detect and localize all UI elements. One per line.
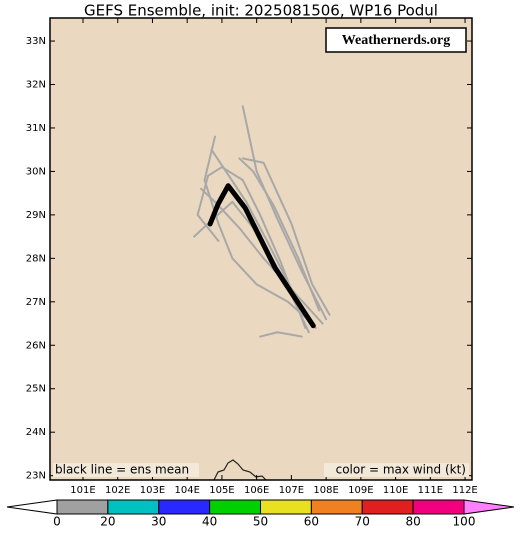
x-tick-label: 104E [174, 485, 199, 496]
x-tick-label: 111E [418, 485, 443, 496]
colorbar-tick-label: 60 [304, 515, 319, 529]
colorbar-bin [107, 499, 160, 515]
colorbar-bin [412, 499, 465, 515]
colorbar-tick-label: 70 [355, 515, 370, 529]
y-tick-label: 24N [26, 427, 46, 438]
track [259, 331, 303, 338]
track [203, 135, 314, 325]
colorbar-tick-label: 20 [100, 515, 115, 529]
annotation-bg [324, 463, 469, 477]
y-tick-label: 28N [26, 253, 46, 264]
frame [49, 17, 473, 481]
chart-title: GEFS Ensemble, init: 2025081506, WP16 Po… [84, 2, 438, 20]
x-tick-label: 110E [383, 485, 408, 496]
y-tick-label: 30N [26, 166, 46, 177]
colorbar-tick-label: 30 [151, 515, 166, 529]
colorbar-under [6, 499, 58, 515]
y-tick-label: 31N [26, 123, 46, 134]
y-tick-label: 26N [26, 340, 46, 351]
x-tick-label: 106E [244, 485, 269, 496]
colorbar-tick-label: 0 [53, 515, 61, 529]
colorbar-tick-label: 100 [453, 515, 476, 529]
x-tick-label: 102E [105, 485, 130, 496]
annotation: black line = ens mean [55, 463, 189, 477]
colorbar-bin [310, 499, 363, 515]
colorbar-tick-label: 80 [405, 515, 420, 529]
coastline [213, 459, 267, 481]
colorbar-tick-label: 40 [202, 515, 217, 529]
y-tick-label: 25N [26, 384, 46, 395]
watermark: Weathernerds.org [342, 33, 450, 48]
x-tick-label: 101E [70, 485, 95, 496]
y-tick-label: 33N [26, 36, 46, 47]
map-background [50, 18, 472, 480]
track [200, 187, 324, 325]
annotation: color = max wind (kt) [336, 463, 466, 477]
x-tick-label: 105E [209, 485, 234, 496]
y-tick-label: 23N [26, 471, 46, 482]
x-tick-label: 112E [452, 485, 477, 496]
colorbar-bin [260, 499, 312, 515]
track [241, 157, 331, 316]
track [196, 166, 307, 329]
annotation-bg [53, 463, 199, 477]
colorbar-bin [209, 499, 261, 515]
x-tick-label: 103E [140, 485, 165, 496]
x-tick-label: 108E [313, 485, 338, 496]
colorbar-bin [158, 499, 211, 515]
colorbar-tick-label: 50 [253, 515, 268, 529]
x-tick-label: 107E [279, 485, 304, 496]
watermark-box [325, 27, 467, 53]
y-tick-label: 32N [26, 79, 46, 90]
colorbar-bin [56, 499, 109, 515]
y-tick-label: 29N [26, 210, 46, 221]
y-tick-label: 27N [26, 297, 46, 308]
track [238, 157, 321, 312]
colorbar-over [463, 499, 515, 515]
x-tick-label: 109E [348, 485, 373, 496]
colorbar-bin [361, 499, 414, 515]
track [207, 183, 316, 329]
